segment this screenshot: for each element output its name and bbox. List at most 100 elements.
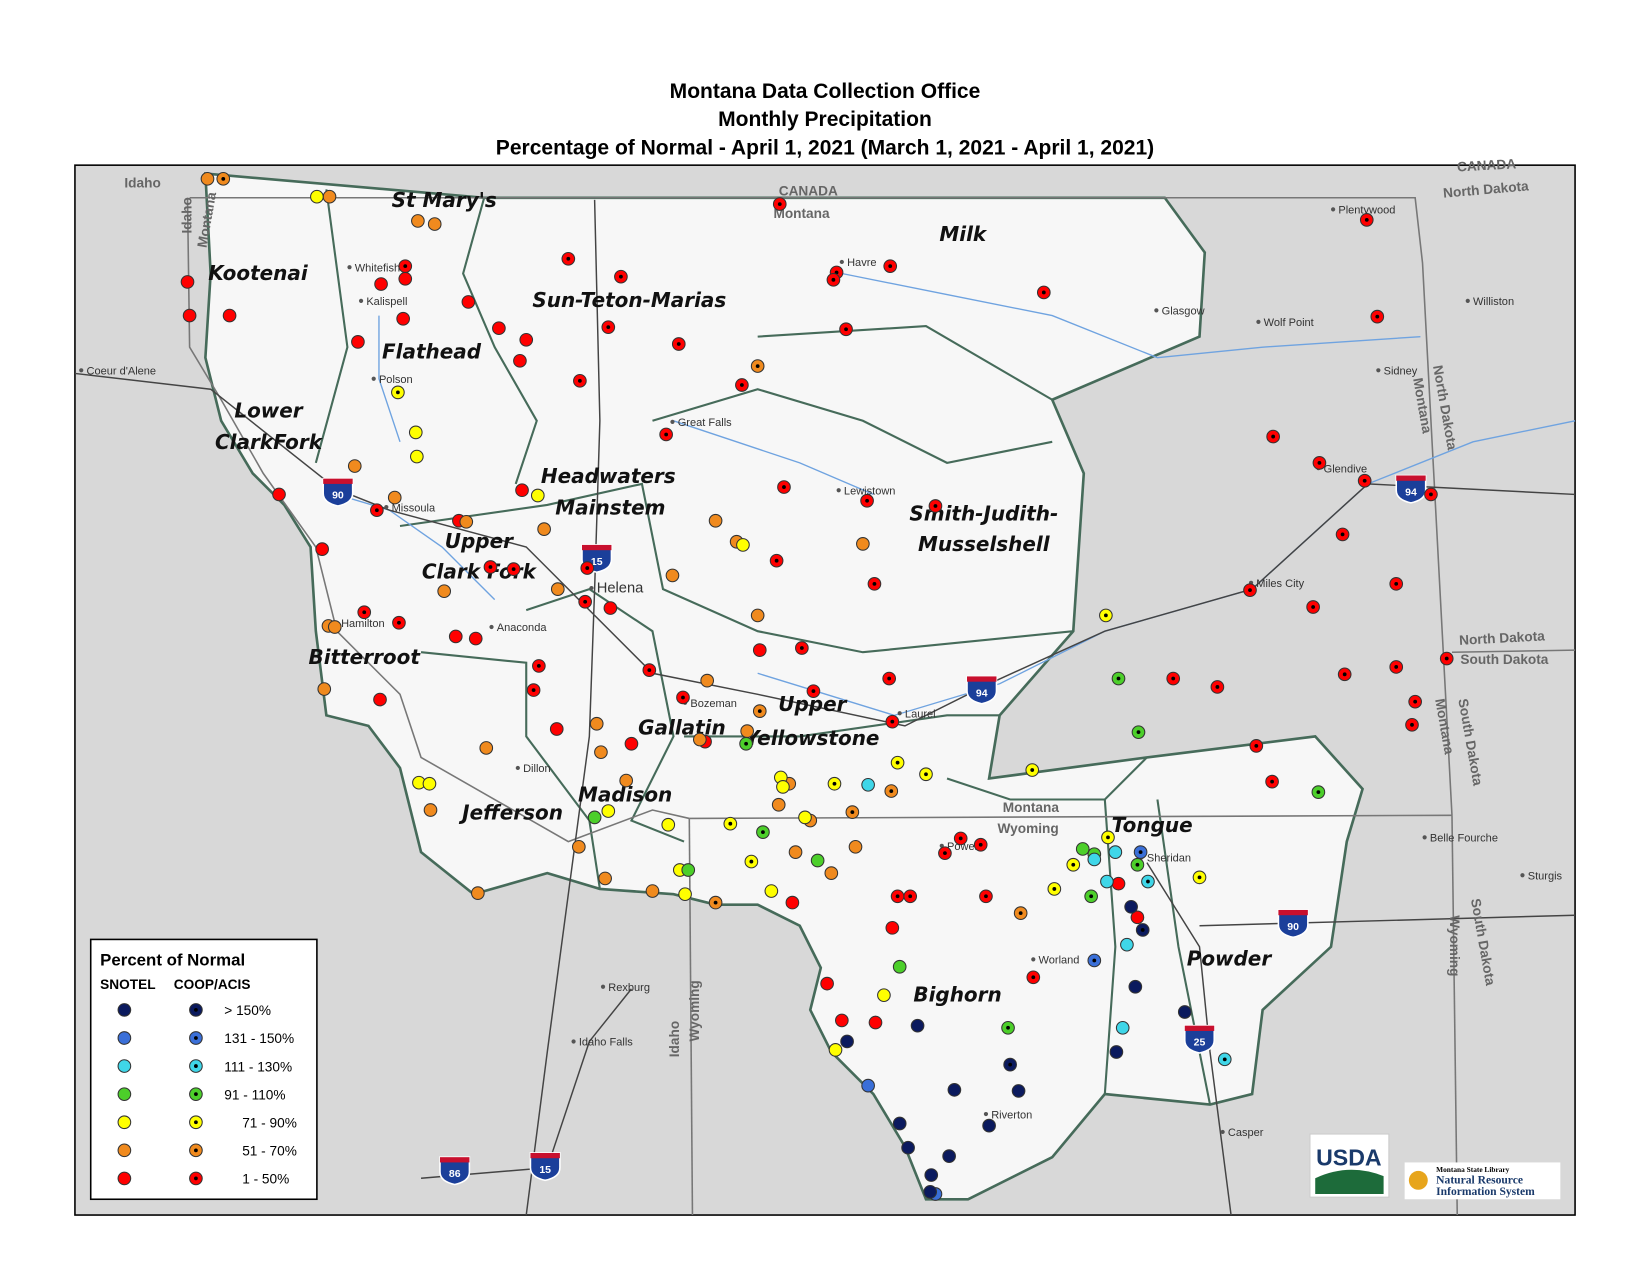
station-center: [1429, 492, 1433, 497]
station: [665, 568, 680, 583]
place-label: Wolf Point: [1264, 317, 1314, 329]
station-center: [831, 277, 836, 282]
title-line: Montana Data Collection Office: [670, 80, 981, 103]
station-center: [362, 610, 367, 615]
place-label: Kalispell: [366, 296, 407, 308]
station: [1075, 842, 1090, 856]
highway-shield: [966, 675, 998, 705]
station: [1120, 937, 1134, 952]
station-center: [1146, 879, 1150, 884]
place-label: Laurel: [905, 708, 936, 720]
station: [708, 513, 723, 528]
place-label: Polson: [379, 374, 413, 386]
station-center: [1136, 730, 1141, 735]
station: [700, 673, 715, 688]
station-center: [865, 498, 869, 503]
station: [373, 692, 387, 707]
place-marker: [1256, 319, 1261, 325]
place-marker: [1154, 308, 1159, 313]
station: [519, 332, 534, 347]
station: [901, 1140, 915, 1155]
station-center: [850, 810, 855, 815]
station: [1130, 910, 1145, 925]
station: [117, 1003, 132, 1017]
place-label: Plentywood: [1338, 205, 1395, 217]
station-center: [1410, 722, 1414, 727]
station-center: [566, 256, 571, 261]
station: [661, 817, 676, 832]
station-center: [403, 264, 408, 269]
station-center: [890, 719, 895, 724]
station-center: [1138, 850, 1143, 854]
station: [601, 804, 616, 818]
station: [678, 887, 692, 902]
station-center: [1106, 835, 1110, 840]
station-center: [1413, 699, 1418, 704]
station-center: [1271, 434, 1276, 439]
border-label: Idaho: [180, 197, 195, 233]
border-label: Wyoming: [1447, 915, 1462, 976]
station-center: [1394, 665, 1399, 669]
legend-label: 51 - 70%: [242, 1144, 297, 1159]
place-label: Sheridan: [1147, 853, 1191, 865]
station-center: [619, 274, 623, 279]
place-marker: [79, 368, 84, 373]
station-center: [872, 581, 877, 586]
highway-band: [1184, 1025, 1215, 1031]
station: [310, 189, 324, 204]
station: [347, 459, 362, 473]
station: [848, 840, 863, 854]
station: [1111, 876, 1126, 891]
place-label: Rexburg: [608, 982, 650, 994]
place-label: Belle Fourche: [1430, 833, 1498, 845]
highway-shield: [1277, 909, 1309, 939]
station-center: [1362, 478, 1367, 483]
station: [589, 716, 604, 731]
station: [942, 1149, 956, 1163]
station: [834, 1013, 849, 1028]
station-center: [396, 390, 400, 395]
place-label: Glasgow: [1162, 306, 1205, 318]
station-center: [887, 676, 892, 681]
station: [892, 959, 907, 974]
station-center: [761, 830, 765, 835]
highway-band: [1278, 909, 1308, 916]
station: [351, 335, 365, 349]
station-center: [774, 558, 779, 563]
station: [861, 777, 875, 792]
basin-label: Clark Fork: [422, 560, 538, 584]
station-center: [1394, 581, 1399, 586]
station-center: [895, 894, 900, 899]
station: [117, 1171, 132, 1186]
station: [1087, 852, 1102, 867]
station: [776, 780, 790, 794]
station: [587, 810, 602, 825]
station: [387, 490, 402, 505]
highway-number: 15: [539, 1164, 551, 1176]
logos: USDA Montana State Library Natural Resou…: [1309, 1133, 1561, 1200]
basin-label: Gallatin: [638, 715, 726, 739]
station: [947, 1083, 962, 1097]
place-label: Worland: [1039, 955, 1080, 967]
station: [1109, 1045, 1124, 1059]
station-center: [755, 364, 760, 368]
legend-label: 111 - 130%: [224, 1059, 292, 1074]
station: [315, 542, 329, 556]
station: [468, 631, 483, 646]
station-center: [1041, 290, 1046, 295]
station-center: [1340, 532, 1345, 537]
station: [461, 295, 476, 309]
station-center: [194, 1148, 198, 1153]
station-center: [1135, 862, 1140, 867]
station-center: [194, 1008, 198, 1012]
highway-number: 90: [1287, 921, 1299, 933]
place-label: Powell: [947, 841, 979, 853]
station: [824, 866, 839, 880]
station: [513, 353, 527, 368]
station-center: [583, 599, 588, 604]
station: [924, 1168, 939, 1182]
station: [550, 582, 565, 596]
station: [892, 1116, 907, 1131]
border-label: Wyoming: [998, 821, 1059, 836]
station: [327, 620, 342, 634]
